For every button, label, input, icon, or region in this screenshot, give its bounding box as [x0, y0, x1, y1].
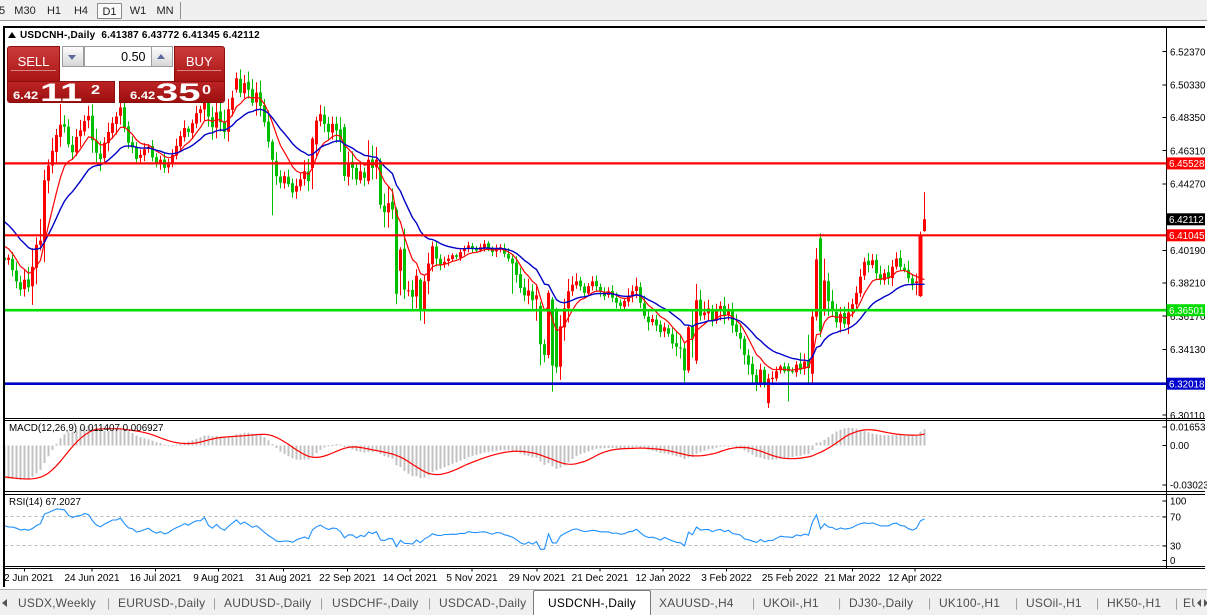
svg-text:21 Mar 2022: 21 Mar 2022: [824, 573, 881, 584]
svg-text:6.44270: 6.44270: [1170, 180, 1206, 191]
svg-text:12 Jan 2022: 12 Jan 2022: [635, 573, 690, 584]
svg-text:6.46310: 6.46310: [1170, 146, 1206, 157]
svg-text:0.01653: 0.01653: [1170, 422, 1206, 433]
svg-text:3 Feb 2022: 3 Feb 2022: [701, 573, 752, 584]
svg-text:6.52370: 6.52370: [1170, 47, 1206, 58]
svg-text:6.45528: 6.45528: [1169, 159, 1205, 170]
svg-text:5 Nov 2021: 5 Nov 2021: [446, 573, 498, 584]
svg-text:MACD(12,26,9) 0.011407 0.00692: MACD(12,26,9) 0.011407 0.006927: [9, 423, 164, 434]
svg-text:-0.03023: -0.03023: [1170, 481, 1207, 492]
svg-text:21 Dec 2021: 21 Dec 2021: [572, 573, 629, 584]
svg-text:31 Aug 2021: 31 Aug 2021: [255, 573, 312, 584]
svg-text:25 Feb 2022: 25 Feb 2022: [762, 573, 819, 584]
svg-text:6.32018: 6.32018: [1169, 379, 1205, 390]
svg-text:6.36501: 6.36501: [1169, 306, 1204, 317]
svg-text:70: 70: [1170, 513, 1181, 524]
svg-text:22 Sep 2021: 22 Sep 2021: [319, 573, 376, 584]
svg-text:14 Oct 2021: 14 Oct 2021: [383, 573, 438, 584]
svg-text:6.40190: 6.40190: [1170, 246, 1206, 257]
svg-text:9 Aug 2021: 9 Aug 2021: [193, 573, 244, 584]
svg-text:RSI(14) 67.2027: RSI(14) 67.2027: [9, 497, 81, 508]
svg-text:12 Apr 2022: 12 Apr 2022: [888, 573, 942, 584]
svg-text:6.36170: 6.36170: [1170, 312, 1206, 323]
svg-text:29 Nov 2021: 29 Nov 2021: [509, 573, 566, 584]
svg-text:6.30110: 6.30110: [1170, 411, 1205, 422]
svg-text:0.00: 0.00: [1170, 441, 1190, 452]
svg-text:6.38210: 6.38210: [1170, 279, 1206, 290]
svg-text:30: 30: [1170, 542, 1181, 553]
svg-text:2 Jun 2021: 2 Jun 2021: [4, 573, 54, 584]
svg-text:6.41045: 6.41045: [1169, 231, 1205, 242]
svg-text:6.42112: 6.42112: [1169, 215, 1204, 226]
svg-text:6.50330: 6.50330: [1170, 81, 1206, 92]
svg-text:6.34130: 6.34130: [1170, 345, 1206, 356]
svg-text:100: 100: [1170, 496, 1187, 507]
svg-text:6.48350: 6.48350: [1170, 113, 1206, 124]
svg-text:16 Jul 2021: 16 Jul 2021: [130, 573, 182, 584]
svg-text:24 Jun 2021: 24 Jun 2021: [64, 573, 119, 584]
svg-text:0: 0: [1170, 556, 1176, 567]
